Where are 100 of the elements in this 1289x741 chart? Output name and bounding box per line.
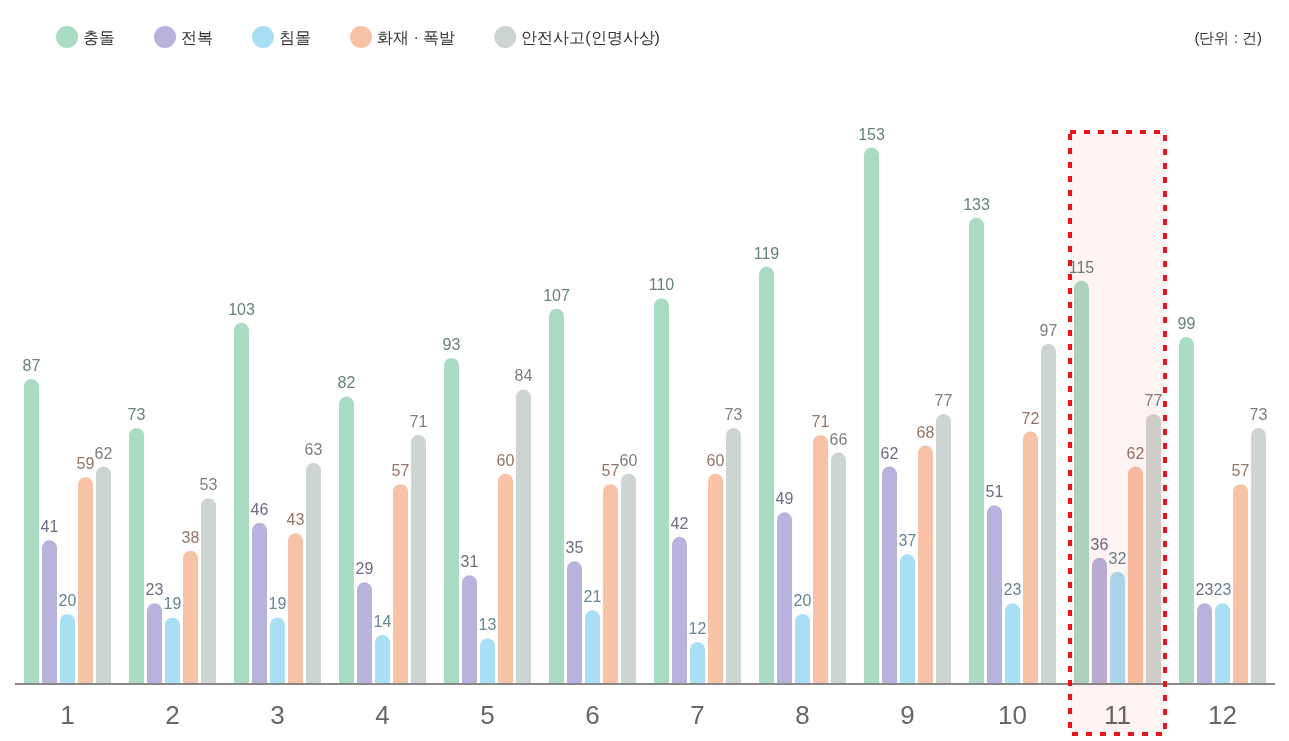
bar	[516, 389, 531, 684]
data-label: 19	[163, 595, 182, 613]
bar	[759, 266, 774, 684]
x-tick-label: 3	[270, 700, 285, 730]
data-label: 57	[391, 462, 410, 480]
legend-label: 충돌	[83, 29, 115, 46]
bar	[1023, 431, 1038, 684]
bar	[234, 322, 249, 684]
bar	[708, 473, 723, 684]
bar	[1146, 414, 1161, 684]
bar	[1179, 336, 1194, 684]
bar	[900, 554, 915, 684]
data-label: 71	[409, 413, 428, 431]
bar	[183, 550, 198, 684]
bar	[1197, 603, 1212, 684]
bar	[795, 613, 810, 684]
data-label: 29	[355, 560, 374, 578]
bar	[1233, 484, 1248, 684]
legend-label: 침몰	[279, 29, 311, 46]
bar	[654, 298, 669, 684]
bar	[936, 414, 951, 684]
x-tick-label: 10	[998, 700, 1027, 730]
bar	[393, 484, 408, 684]
data-label: 41	[40, 518, 59, 536]
data-label: 21	[583, 588, 602, 606]
data-label: 62	[94, 444, 113, 462]
x-tick-label: 9	[900, 700, 915, 730]
bar	[78, 477, 93, 684]
bar	[306, 463, 321, 684]
data-label: 51	[985, 483, 1004, 501]
bar	[165, 617, 180, 684]
bar	[918, 445, 933, 684]
data-label: 57	[1231, 462, 1250, 480]
data-label: 53	[199, 476, 218, 494]
data-label: 71	[811, 413, 830, 431]
bar	[1074, 280, 1089, 684]
data-label: 84	[514, 367, 533, 385]
data-label: 13	[478, 616, 497, 634]
x-tick-label: 5	[480, 700, 495, 730]
bar	[24, 378, 39, 684]
bar	[1128, 466, 1143, 684]
bar	[987, 505, 1002, 684]
data-label: 59	[76, 455, 95, 473]
bar	[60, 613, 75, 684]
data-label: 23	[1003, 581, 1022, 599]
bar	[603, 484, 618, 684]
data-label: 77	[1144, 392, 1163, 410]
bar	[339, 396, 354, 684]
bar	[549, 308, 564, 684]
data-label: 133	[963, 195, 990, 213]
data-label: 43	[286, 511, 305, 529]
data-label: 60	[706, 451, 725, 469]
data-label: 60	[619, 451, 638, 469]
bar	[690, 641, 705, 684]
data-label: 99	[1177, 314, 1196, 332]
data-label: 19	[268, 595, 287, 613]
data-label: 57	[601, 462, 620, 480]
x-tick-label: 11	[1104, 700, 1131, 730]
bar	[411, 435, 426, 684]
data-label: 93	[442, 335, 461, 353]
data-label: 46	[250, 500, 269, 518]
data-label: 115	[1068, 258, 1095, 276]
data-label: 23	[1213, 581, 1232, 599]
data-label: 37	[898, 532, 917, 550]
bar	[42, 540, 57, 684]
bar	[864, 147, 879, 684]
bar	[252, 522, 267, 684]
data-label: 20	[58, 591, 77, 609]
bar	[1110, 571, 1125, 684]
data-label: 82	[337, 374, 356, 392]
data-label: 60	[496, 451, 515, 469]
bar	[444, 357, 459, 684]
data-label: 63	[304, 441, 323, 459]
legend-label: 화재 · 폭발	[377, 29, 456, 46]
data-label: 23	[1195, 581, 1214, 599]
bar	[726, 428, 741, 684]
data-label: 31	[460, 553, 479, 571]
bar	[96, 466, 111, 684]
bar	[288, 533, 303, 684]
data-label: 32	[1108, 549, 1127, 567]
data-label: 110	[648, 276, 675, 294]
text: (단위 : 건)	[1194, 29, 1262, 46]
bar	[357, 582, 372, 684]
data-label: 14	[373, 612, 392, 630]
data-label: 73	[1249, 406, 1268, 424]
bar	[672, 536, 687, 684]
bar	[498, 473, 513, 684]
bar	[1092, 557, 1107, 684]
data-label: 49	[775, 490, 794, 508]
data-label: 73	[724, 406, 743, 424]
data-label: 87	[22, 356, 41, 374]
bar	[621, 473, 636, 684]
data-label: 107	[543, 286, 570, 304]
bar	[882, 466, 897, 684]
bar	[270, 617, 285, 684]
legend-label: 안전사고(인명사상)	[521, 29, 660, 46]
x-tick-label: 6	[585, 700, 600, 730]
data-label: 72	[1021, 409, 1040, 427]
bar	[201, 498, 216, 684]
data-label: 153	[858, 125, 885, 143]
